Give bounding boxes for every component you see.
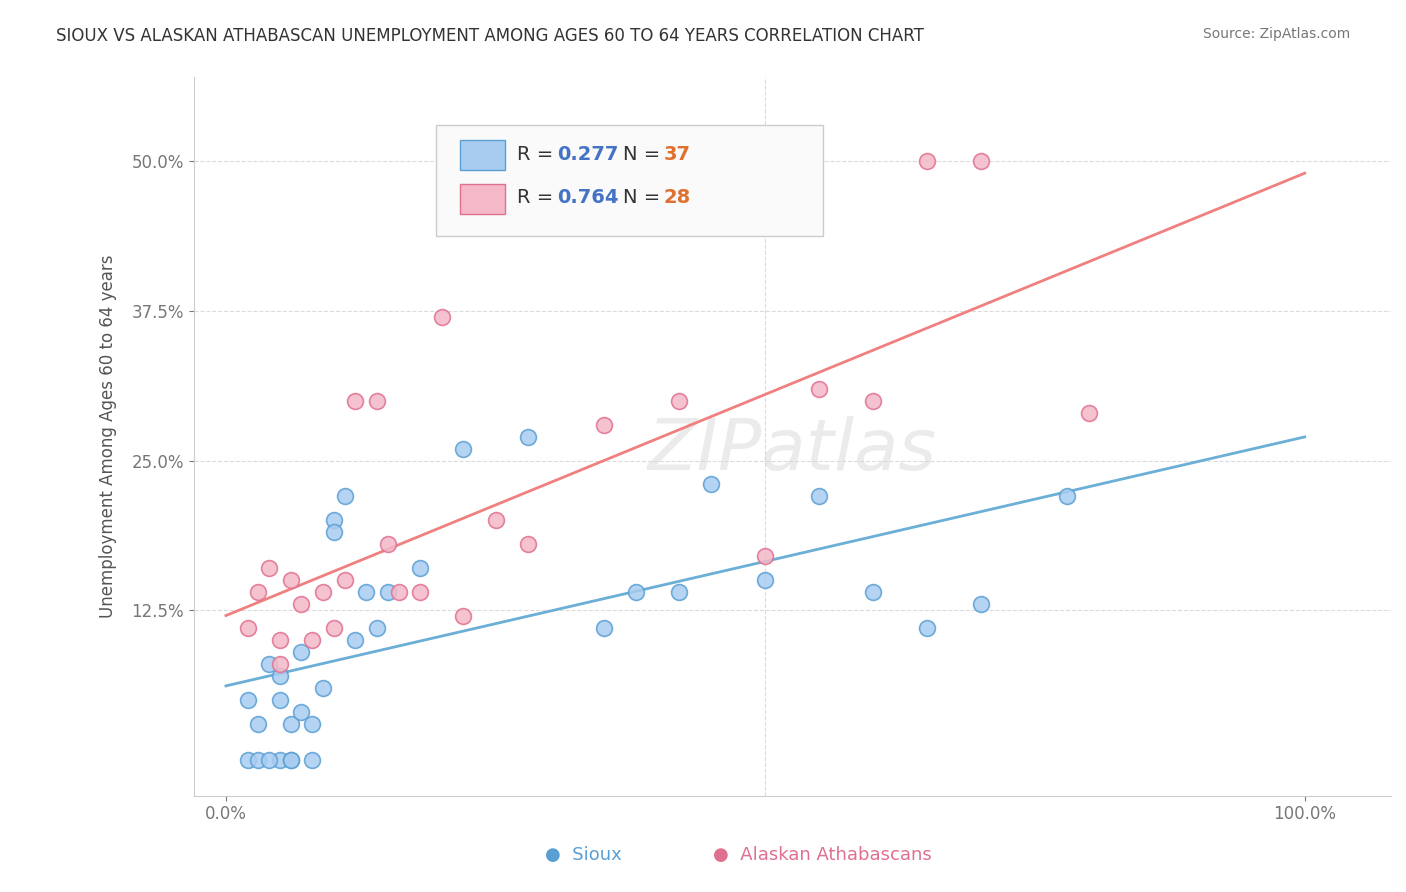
Point [808, 382, 831, 396]
Point [377, 585, 399, 599]
Text: 28: 28 [664, 188, 690, 207]
Point [280, 717, 302, 731]
Point [280, 753, 302, 767]
Point [236, 753, 259, 767]
Point [322, 621, 344, 635]
Point [970, 154, 993, 169]
Point [269, 753, 291, 767]
Point [257, 561, 280, 575]
Point [301, 633, 323, 648]
Point [333, 490, 356, 504]
Point [485, 513, 508, 527]
Point [236, 621, 259, 635]
Point [247, 585, 270, 599]
Point [754, 574, 776, 588]
Point [592, 417, 614, 432]
Point [517, 537, 540, 551]
Point [344, 393, 367, 408]
Point [344, 633, 367, 648]
Point [453, 609, 475, 624]
Point [269, 693, 291, 707]
Point [269, 669, 291, 683]
Point [915, 621, 938, 635]
Point [377, 537, 399, 551]
Text: N =: N = [623, 145, 666, 164]
Point [409, 561, 432, 575]
Text: ●  Sioux: ● Sioux [546, 846, 621, 863]
Text: R =: R = [517, 145, 560, 164]
Y-axis label: Unemployment Among Ages 60 to 64 years: Unemployment Among Ages 60 to 64 years [100, 255, 117, 618]
Point [247, 717, 270, 731]
Text: 0.277: 0.277 [557, 145, 619, 164]
Point [301, 717, 323, 731]
Point [862, 585, 884, 599]
Point [915, 154, 938, 169]
Point [333, 574, 356, 588]
Point [409, 585, 432, 599]
Point [301, 753, 323, 767]
Point [1056, 490, 1078, 504]
Point [668, 393, 690, 408]
Point [290, 645, 312, 659]
Point [754, 549, 776, 564]
Point [269, 657, 291, 671]
Point [322, 513, 344, 527]
Text: Source: ZipAtlas.com: Source: ZipAtlas.com [1202, 27, 1350, 41]
Text: N =: N = [623, 188, 666, 207]
Point [862, 393, 884, 408]
Point [700, 477, 723, 491]
Point [354, 585, 377, 599]
Text: R =: R = [517, 188, 560, 207]
Point [280, 574, 302, 588]
Text: ●  Alaskan Athabascans: ● Alaskan Athabascans [713, 846, 932, 863]
Point [668, 585, 690, 599]
Point [290, 705, 312, 719]
Point [387, 585, 409, 599]
Point [808, 490, 831, 504]
Text: 37: 37 [664, 145, 690, 164]
Point [1078, 406, 1101, 420]
Point [290, 597, 312, 611]
Point [236, 693, 259, 707]
Point [453, 442, 475, 456]
Point [257, 753, 280, 767]
Point [624, 585, 647, 599]
Point [312, 681, 335, 695]
Point [312, 585, 335, 599]
Point [970, 597, 993, 611]
Point [366, 393, 388, 408]
Point [247, 753, 270, 767]
Point [366, 621, 388, 635]
Text: 0.764: 0.764 [557, 188, 619, 207]
Point [322, 525, 344, 540]
Point [517, 429, 540, 443]
Text: SIOUX VS ALASKAN ATHABASCAN UNEMPLOYMENT AMONG AGES 60 TO 64 YEARS CORRELATION C: SIOUX VS ALASKAN ATHABASCAN UNEMPLOYMENT… [56, 27, 924, 45]
Point [257, 657, 280, 671]
Point [269, 633, 291, 648]
Point [280, 753, 302, 767]
Text: ZIPatlas: ZIPatlas [648, 417, 936, 485]
Point [430, 310, 453, 324]
Point [592, 621, 614, 635]
